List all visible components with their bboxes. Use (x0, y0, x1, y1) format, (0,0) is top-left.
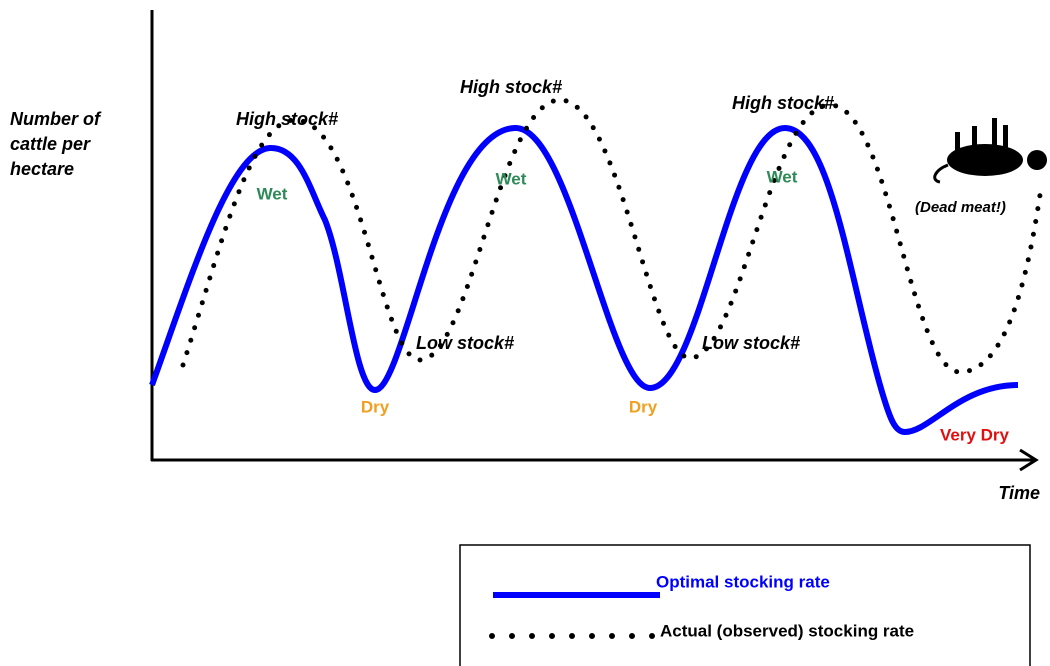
y-label: hectare (10, 159, 74, 179)
annotation: Dry (629, 397, 658, 416)
annotation: Very Dry (940, 425, 1010, 444)
x-label: Time (998, 483, 1040, 503)
annotation: Wet (496, 169, 527, 188)
annotation: (Dead meat!) (915, 199, 1006, 216)
annotation: Low stock# (416, 333, 514, 353)
annotation: Wet (257, 184, 288, 203)
annotation: Low stock# (702, 333, 800, 353)
annotation: High stock# (732, 93, 834, 113)
y-label: cattle per (10, 134, 91, 154)
legend-label: Optimal stocking rate (656, 572, 830, 591)
dead-cow-icon (935, 118, 1047, 182)
diagram: Number of cattle per hectare Time High s… (0, 0, 1050, 666)
legend-label: Actual (observed) stocking rate (660, 621, 914, 640)
annotation: High stock# (236, 109, 338, 129)
legend-box (460, 545, 1030, 666)
annotation: Wet (767, 167, 798, 186)
annotation: Dry (361, 397, 390, 416)
annotation: High stock# (460, 77, 562, 97)
optimal-curve (152, 128, 1018, 432)
y-label: Number of (10, 109, 102, 129)
